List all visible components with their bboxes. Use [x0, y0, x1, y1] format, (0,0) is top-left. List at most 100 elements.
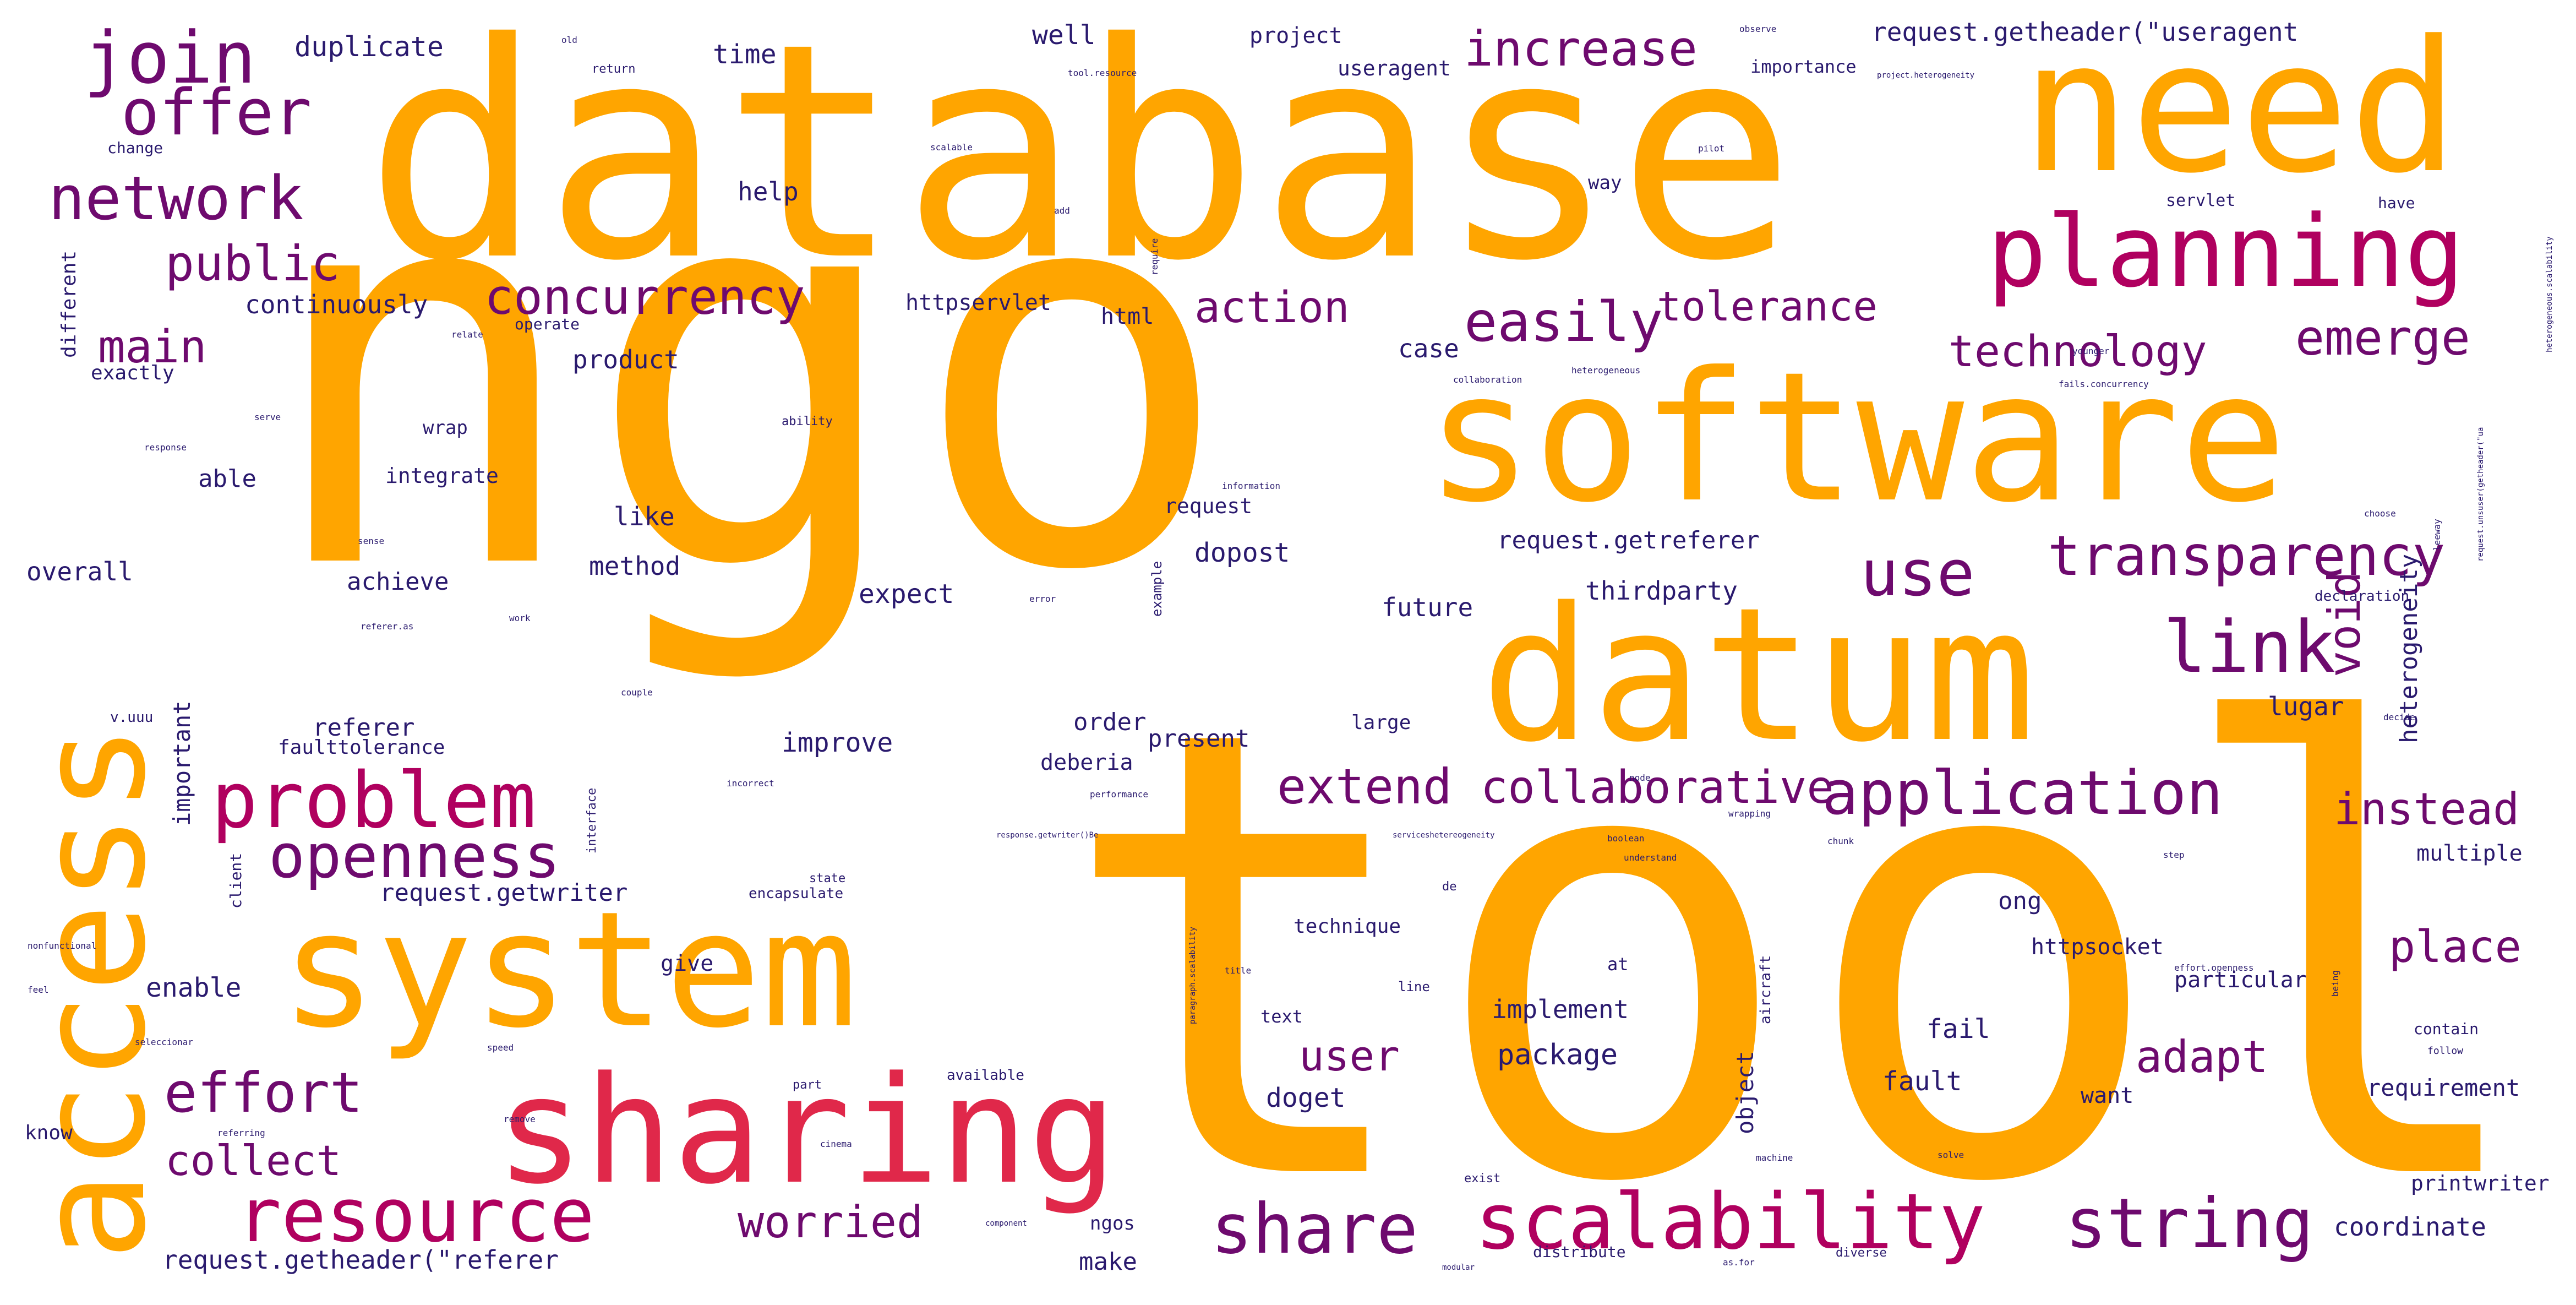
word-tool: tool [1056, 599, 2541, 1305]
word-cinema: cinema [820, 1139, 852, 1149]
word-main: main [98, 321, 207, 373]
word-httpservlet: httpservlet [905, 290, 1051, 316]
word-user: user [1299, 1031, 1400, 1080]
word-way: way [1588, 172, 1622, 194]
word-request-getreferer: request.getreferer [1497, 526, 1760, 554]
word-wrapping: wrapping [1728, 808, 1771, 819]
word-string: string [2065, 1184, 2314, 1264]
word-follow: follow [2427, 1045, 2464, 1057]
word-title: title [1225, 965, 1252, 976]
word-request-getheader-useragent: request.getheader("useragent [1871, 17, 2299, 47]
word-step: step [2163, 850, 2185, 860]
word-response: response [144, 442, 187, 453]
word-increase: increase [1464, 20, 1698, 77]
word-achieve: achieve [347, 568, 449, 596]
word-paragraph-scalability: paragraph.scalability [1188, 926, 1197, 1024]
word-fault: fault [1882, 1066, 1962, 1097]
word-solve: solve [1938, 1150, 1964, 1160]
word-order: order [1073, 708, 1147, 736]
word-serviceshetereogeneity: serviceshetereogeneity [1393, 831, 1495, 840]
word-requirement: requirement [2367, 1074, 2520, 1101]
word-servlet: servlet [2166, 191, 2236, 210]
word-pilot: pilot [1698, 143, 1725, 154]
word-chunk: chunk [1827, 836, 1854, 846]
word-choose: choose [2364, 508, 2396, 519]
word-have: have [2378, 194, 2415, 212]
word-printwriter: printwriter [2411, 1171, 2550, 1195]
word-help: help [738, 177, 799, 206]
word-ngos: ngos [1090, 1212, 1135, 1235]
word-example: example [1149, 561, 1165, 617]
word-openness: openness [269, 821, 560, 891]
word-action: action [1194, 283, 1350, 333]
word-technology: technology [1949, 327, 2207, 377]
word-important: important [168, 700, 195, 826]
word-technique: technique [1294, 915, 1401, 938]
word-machine: machine [1756, 1152, 1793, 1163]
word-case: case [1398, 334, 1459, 363]
word-concurrency: concurrency [484, 269, 805, 325]
word-product: product [572, 345, 679, 374]
word-time: time [713, 39, 777, 70]
word-referer: referer [313, 714, 415, 742]
word-observe: observe [1739, 24, 1777, 34]
word-lugar: lugar [2268, 692, 2344, 721]
word-wrap: wrap [423, 417, 468, 439]
word-adapt: adapt [2136, 1031, 2268, 1083]
word-part: part [793, 1078, 822, 1092]
word-application: application [1822, 758, 2223, 828]
word-software: software [1426, 333, 2288, 542]
word-declaration: declaration [2315, 588, 2410, 605]
word-node: node [1629, 773, 1651, 783]
word-join: join [84, 16, 256, 100]
word-emerge: emerge [2295, 309, 2470, 366]
word-object: object [1732, 1051, 1759, 1134]
word-work: work [509, 613, 531, 623]
word-exist: exist [1464, 1172, 1501, 1186]
word-client: client [227, 852, 245, 909]
word-scalable: scalable [930, 142, 973, 153]
word-distribute: distribute [1533, 1243, 1626, 1261]
word-database: database [364, 0, 1796, 326]
word-place: place [2389, 921, 2522, 972]
word-public: public [165, 235, 340, 292]
word-request-getheader-referer: request.getheader("referer [162, 1245, 559, 1275]
word-operate: operate [515, 315, 580, 333]
word-old: old [561, 35, 577, 45]
word-expect: expect [859, 579, 954, 610]
word-like: like [614, 502, 675, 531]
word-response-getwriter: response.getwriter()Be [996, 831, 1099, 840]
word-instead: instead [2334, 784, 2520, 835]
word-effort: effort [164, 1061, 363, 1125]
word-know: know [25, 1122, 73, 1144]
word-nonfunctional: nonfunctional [28, 940, 97, 951]
word-make: make [1079, 1248, 1137, 1276]
word-ngo: ngo [260, 60, 1235, 688]
word-sense: sense [358, 536, 385, 546]
word-particular: particular [2174, 967, 2307, 993]
word-transparency: transparency [2048, 524, 2446, 588]
word-line: line [1398, 979, 1430, 994]
word-implement: implement [1492, 994, 1629, 1024]
word-referer-as: referer.as [361, 621, 414, 632]
word-improve: improve [782, 727, 893, 758]
word-problem: problem [211, 756, 537, 846]
word-boolean: boolean [1607, 833, 1645, 844]
word-thirdparty: thirdparty [1585, 576, 1738, 606]
word-contain: contain [2414, 1020, 2479, 1038]
word-v-uuu: v.uuu [110, 709, 154, 726]
word-available: available [947, 1067, 1024, 1084]
word-modular: modular [1442, 1263, 1475, 1272]
word-component: component [985, 1219, 1027, 1228]
word-dopost: dopost [1194, 537, 1290, 568]
word-add: add [1054, 205, 1070, 216]
word-project-heterogeneity: project.heterogeneity [1877, 71, 1975, 80]
word-use: use [1860, 537, 1975, 611]
word-de: de [1442, 880, 1457, 894]
word-worried: worried [738, 1197, 924, 1248]
word-integrate: integrate [385, 464, 499, 488]
word-effort-openness: effort.openness [2174, 963, 2254, 973]
word-overall: overall [26, 557, 133, 586]
word-duplicate: duplicate [294, 31, 444, 63]
word-referring: referring [217, 1128, 265, 1138]
